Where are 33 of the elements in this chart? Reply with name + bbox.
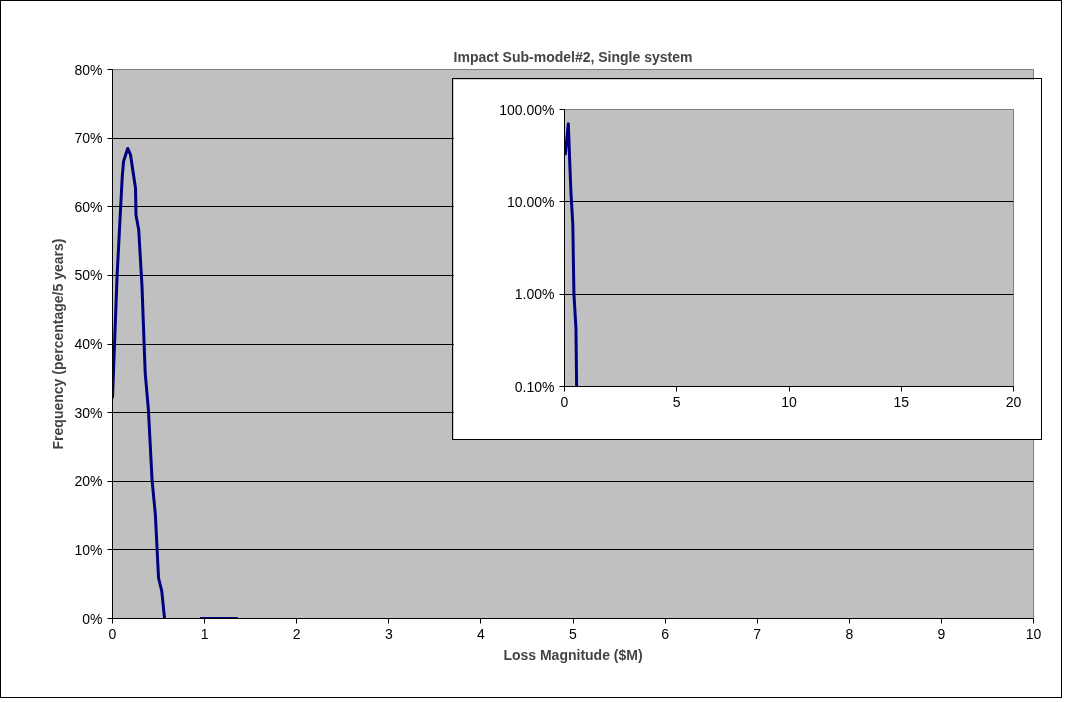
x-tick-label: 15 (893, 393, 910, 410)
x-tick-label: 10 (781, 393, 797, 410)
x-tick-label: 5 (569, 625, 578, 642)
y-tick-label: 10% (74, 541, 103, 558)
x-tick-label: 1 (200, 625, 209, 642)
y-tick-label: 50% (74, 267, 103, 284)
x-tick-label: 0 (560, 393, 569, 410)
y-tick-label: 20% (74, 473, 103, 490)
y-tick-label: 70% (74, 130, 103, 147)
x-tick-label: 8 (845, 625, 854, 642)
x-tick-label: 5 (672, 393, 681, 410)
x-tick-label: 4 (477, 625, 486, 642)
y-tick-label: 0% (82, 610, 103, 627)
y-tick-label: 1.00% (514, 286, 555, 303)
line-series (564, 122, 579, 387)
y-tick-label: 40% (74, 336, 103, 352)
y-tick-label: 100.00% (499, 101, 555, 118)
y-axis-title: Frequency (percentage/5 years) (50, 238, 67, 450)
y-tick-label: 0.10% (514, 378, 555, 395)
chart-title: Impact Sub-model#2, Single system (453, 48, 693, 65)
x-tick-label: 9 (937, 625, 946, 642)
x-tick-label: 6 (661, 625, 670, 642)
x-tick-label: 0 (108, 625, 117, 642)
x-tick-label: 3 (384, 625, 393, 642)
x-tick-label: 10 (1025, 625, 1042, 642)
x-tick-label: 7 (753, 625, 762, 642)
y-tick-label: 60% (74, 198, 103, 215)
x-axis-title: Loss Magnitude ($M) (503, 646, 643, 663)
x-tick-label: 20 (1005, 393, 1022, 410)
y-tick-label: 30% (74, 404, 103, 421)
y-tick-label: 80% (74, 61, 103, 78)
y-tick-label: 10.00% (507, 193, 555, 210)
x-tick-label: 2 (292, 625, 301, 642)
